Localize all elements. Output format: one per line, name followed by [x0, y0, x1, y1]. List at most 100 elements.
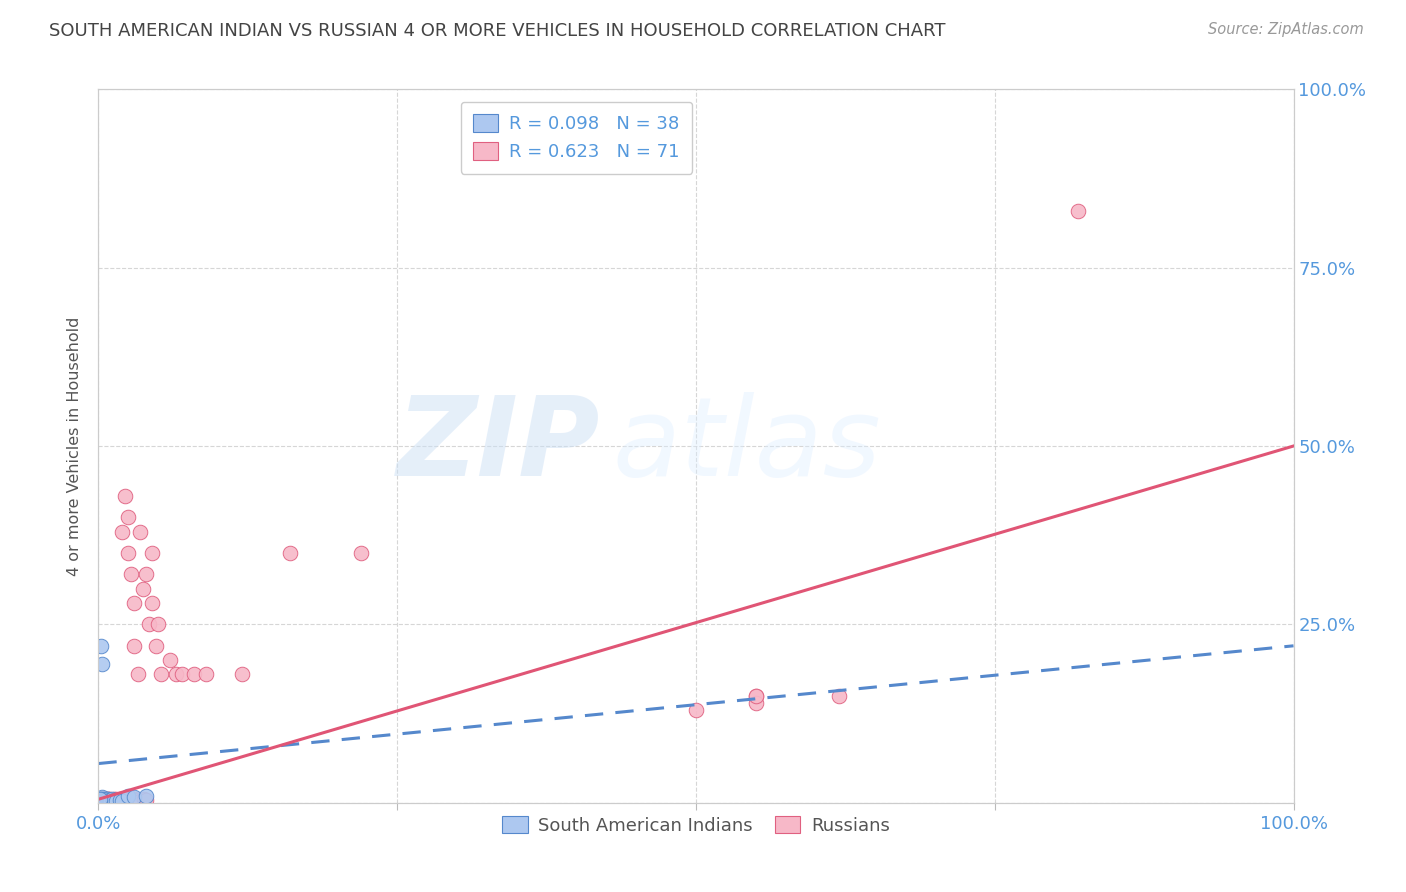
- Point: [115, 792, 138, 806]
- Point: [105, 791, 128, 805]
- Point: [98, 794, 122, 808]
- Point: [145, 639, 167, 653]
- Point: [98, 794, 121, 808]
- Point: [118, 793, 141, 807]
- Point: [96, 794, 118, 808]
- Point: [101, 794, 124, 808]
- Point: [91, 794, 114, 808]
- Point: [114, 489, 136, 503]
- Point: [93, 791, 115, 805]
- Point: [90, 639, 112, 653]
- Point: [745, 689, 768, 703]
- Point: [94, 792, 117, 806]
- Point: [94, 794, 117, 808]
- Point: [91, 657, 114, 671]
- Point: [103, 792, 125, 806]
- Point: [350, 546, 373, 560]
- Point: [94, 793, 117, 807]
- Point: [685, 703, 707, 717]
- Point: [91, 793, 114, 807]
- Point: [91, 790, 114, 805]
- Text: Source: ZipAtlas.com: Source: ZipAtlas.com: [1208, 22, 1364, 37]
- Point: [98, 792, 122, 806]
- Point: [93, 792, 115, 806]
- Point: [108, 792, 131, 806]
- Point: [91, 794, 114, 808]
- Point: [159, 653, 181, 667]
- Point: [111, 794, 134, 808]
- Point: [103, 793, 125, 807]
- Point: [124, 790, 146, 805]
- Point: [138, 617, 160, 632]
- Point: [96, 793, 118, 807]
- Text: SOUTH AMERICAN INDIAN VS RUSSIAN 4 OR MORE VEHICLES IN HOUSEHOLD CORRELATION CHA: SOUTH AMERICAN INDIAN VS RUSSIAN 4 OR MO…: [49, 22, 946, 40]
- Point: [127, 667, 149, 681]
- Point: [91, 794, 114, 808]
- Point: [93, 793, 115, 807]
- Point: [96, 793, 118, 807]
- Point: [195, 667, 218, 681]
- Point: [89, 794, 111, 808]
- Point: [745, 696, 768, 710]
- Point: [97, 791, 120, 805]
- Point: [98, 793, 121, 807]
- Point: [91, 793, 114, 807]
- Point: [111, 793, 134, 807]
- Point: [100, 793, 122, 807]
- Point: [90, 794, 112, 808]
- Point: [97, 792, 120, 806]
- Point: [91, 794, 114, 808]
- Point: [96, 792, 118, 806]
- Point: [91, 794, 114, 808]
- Legend: South American Indians, Russians: South American Indians, Russians: [494, 807, 898, 844]
- Point: [107, 793, 129, 807]
- Point: [124, 596, 146, 610]
- Point: [91, 790, 114, 805]
- Point: [135, 567, 157, 582]
- Point: [828, 689, 851, 703]
- Point: [91, 794, 114, 808]
- Point: [89, 794, 111, 808]
- Point: [149, 667, 172, 681]
- Point: [89, 794, 111, 808]
- Point: [98, 794, 121, 808]
- Point: [94, 793, 117, 807]
- Point: [91, 792, 114, 806]
- Point: [135, 789, 157, 803]
- Point: [121, 794, 143, 808]
- Point: [231, 667, 253, 681]
- Point: [114, 791, 136, 805]
- Point: [105, 794, 128, 808]
- Point: [98, 793, 122, 807]
- Point: [745, 689, 768, 703]
- Point: [96, 794, 118, 808]
- Point: [111, 524, 134, 539]
- Text: atlas: atlas: [613, 392, 882, 500]
- Point: [91, 791, 114, 805]
- Point: [120, 567, 142, 582]
- Point: [89, 792, 111, 806]
- Point: [278, 546, 301, 560]
- Point: [100, 792, 122, 806]
- Point: [93, 791, 115, 805]
- Point: [131, 582, 153, 596]
- Point: [117, 789, 139, 803]
- Point: [97, 792, 120, 806]
- Point: [101, 794, 124, 808]
- Point: [141, 546, 163, 560]
- Point: [148, 617, 170, 632]
- Point: [108, 793, 131, 807]
- Point: [93, 794, 115, 808]
- Point: [1067, 203, 1090, 218]
- Point: [90, 792, 112, 806]
- Point: [124, 792, 146, 806]
- Point: [135, 793, 157, 807]
- Point: [165, 667, 187, 681]
- Y-axis label: 4 or more Vehicles in Household: 4 or more Vehicles in Household: [67, 317, 83, 575]
- Point: [91, 794, 114, 808]
- Point: [129, 794, 152, 808]
- Point: [91, 791, 114, 805]
- Point: [172, 667, 194, 681]
- Point: [141, 596, 163, 610]
- Point: [90, 792, 112, 806]
